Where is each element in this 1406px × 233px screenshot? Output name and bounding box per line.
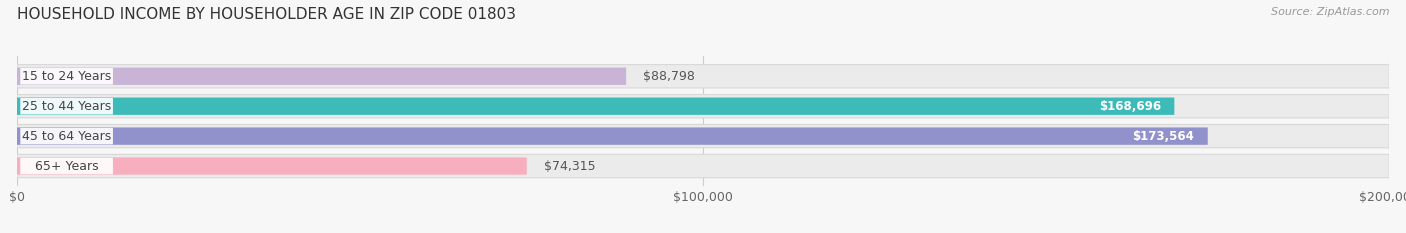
Text: $74,315: $74,315 bbox=[544, 160, 596, 173]
Text: $173,564: $173,564 bbox=[1132, 130, 1194, 143]
Text: $168,696: $168,696 bbox=[1098, 100, 1161, 113]
FancyBboxPatch shape bbox=[20, 158, 112, 174]
FancyBboxPatch shape bbox=[17, 154, 1389, 178]
FancyBboxPatch shape bbox=[17, 127, 1208, 145]
Text: Source: ZipAtlas.com: Source: ZipAtlas.com bbox=[1271, 7, 1389, 17]
FancyBboxPatch shape bbox=[20, 128, 112, 144]
FancyBboxPatch shape bbox=[17, 124, 1389, 148]
FancyBboxPatch shape bbox=[1125, 128, 1201, 144]
Text: HOUSEHOLD INCOME BY HOUSEHOLDER AGE IN ZIP CODE 01803: HOUSEHOLD INCOME BY HOUSEHOLDER AGE IN Z… bbox=[17, 7, 516, 22]
Text: 65+ Years: 65+ Years bbox=[35, 160, 98, 173]
FancyBboxPatch shape bbox=[17, 157, 527, 175]
FancyBboxPatch shape bbox=[17, 95, 1389, 118]
Text: $88,798: $88,798 bbox=[644, 70, 695, 83]
Text: 15 to 24 Years: 15 to 24 Years bbox=[22, 70, 111, 83]
FancyBboxPatch shape bbox=[20, 98, 112, 114]
FancyBboxPatch shape bbox=[20, 68, 112, 85]
FancyBboxPatch shape bbox=[17, 65, 1389, 88]
FancyBboxPatch shape bbox=[1092, 99, 1167, 114]
Text: 45 to 64 Years: 45 to 64 Years bbox=[22, 130, 111, 143]
FancyBboxPatch shape bbox=[17, 98, 1174, 115]
Text: 25 to 44 Years: 25 to 44 Years bbox=[22, 100, 111, 113]
FancyBboxPatch shape bbox=[17, 68, 626, 85]
